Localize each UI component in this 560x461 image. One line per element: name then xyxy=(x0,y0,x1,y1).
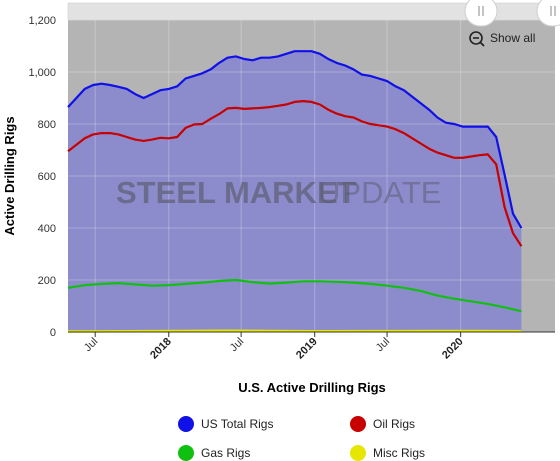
x-tick-label: Jul xyxy=(228,336,246,354)
legend-marker[interactable] xyxy=(178,445,194,461)
watermark-thin-text: UPDATE xyxy=(318,175,441,210)
legend-item-misc-rigs[interactable]: Misc Rigs xyxy=(350,445,425,461)
watermark-logo: STEEL MARKET UPDATE xyxy=(116,148,441,235)
legend-label[interactable]: Gas Rigs xyxy=(201,446,250,460)
series-line-misc-rigs[interactable] xyxy=(67,329,522,333)
x-axis-title: U.S. Active Drilling Rigs xyxy=(238,380,386,395)
y-tick-label: 400 xyxy=(38,223,56,235)
zoom-out-icon[interactable] xyxy=(469,31,483,45)
y-tick-label: 1,000 xyxy=(28,67,56,79)
series-line-us-total-rigs[interactable] xyxy=(67,50,523,229)
legend-marker[interactable] xyxy=(350,416,366,432)
legend-marker[interactable] xyxy=(350,445,366,461)
x-axis-ticks: Jul 2018 Jul 2019 Jul 2020 xyxy=(82,332,466,361)
series-layer xyxy=(67,50,523,333)
y-tick-label: 600 xyxy=(38,171,56,183)
x-tick-label: 2019 xyxy=(294,336,320,362)
navigator-right-handle[interactable] xyxy=(536,0,560,27)
y-tick-label: 800 xyxy=(38,119,56,131)
legend-label[interactable]: Oil Rigs xyxy=(373,417,415,431)
y-tick-label: 1,200 xyxy=(28,15,56,27)
legend-marker[interactable] xyxy=(178,416,194,432)
x-tick-label: 2018 xyxy=(148,336,174,362)
legend-item-gas-rigs[interactable]: Gas Rigs xyxy=(178,445,250,461)
y-axis-ticks: 0 200 400 600 800 1,000 1,200 xyxy=(28,15,56,339)
show-all-button[interactable]: Show all xyxy=(469,31,535,47)
x-tick-label: 2020 xyxy=(440,336,466,362)
series-line-gas-rigs[interactable] xyxy=(67,278,522,313)
y-tick-label: 0 xyxy=(50,327,56,339)
show-all-label[interactable]: Show all xyxy=(490,31,535,45)
x-tick-label: Jul xyxy=(374,336,392,354)
legend-item-oil-rigs[interactable]: Oil Rigs xyxy=(350,416,415,432)
legend-label[interactable]: Misc Rigs xyxy=(373,446,425,460)
x-tick-label: Jul xyxy=(82,336,100,354)
navigator-left-handle[interactable] xyxy=(464,0,498,27)
y-tick-label: 200 xyxy=(38,275,56,287)
legend-label[interactable]: US Total Rigs xyxy=(201,417,273,431)
watermark-bold-text: STEEL MARKET xyxy=(116,175,357,210)
area-layer xyxy=(68,51,522,332)
legend: US Total Rigs Oil Rigs Gas Rigs Misc Rigs xyxy=(178,416,425,461)
y-axis-title: Active Drilling Rigs xyxy=(2,116,17,235)
series-line-oil-rigs[interactable] xyxy=(67,99,523,247)
total-area-fill xyxy=(68,51,522,332)
legend-item-us-total-rigs[interactable]: US Total Rigs xyxy=(178,416,273,432)
